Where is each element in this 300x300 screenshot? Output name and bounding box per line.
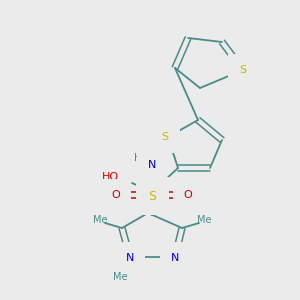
Text: S: S [239,65,247,75]
Text: N: N [126,253,134,263]
Text: N: N [148,160,156,170]
Text: Me: Me [197,215,211,225]
Text: Me: Me [113,272,127,282]
Text: N: N [171,253,179,263]
Text: S: S [148,190,156,202]
Text: O: O [184,190,192,200]
Text: S: S [161,132,169,142]
Text: H: H [134,153,142,163]
Text: O: O [112,190,120,200]
Text: Me: Me [93,215,107,225]
Text: HO: HO [101,172,118,182]
